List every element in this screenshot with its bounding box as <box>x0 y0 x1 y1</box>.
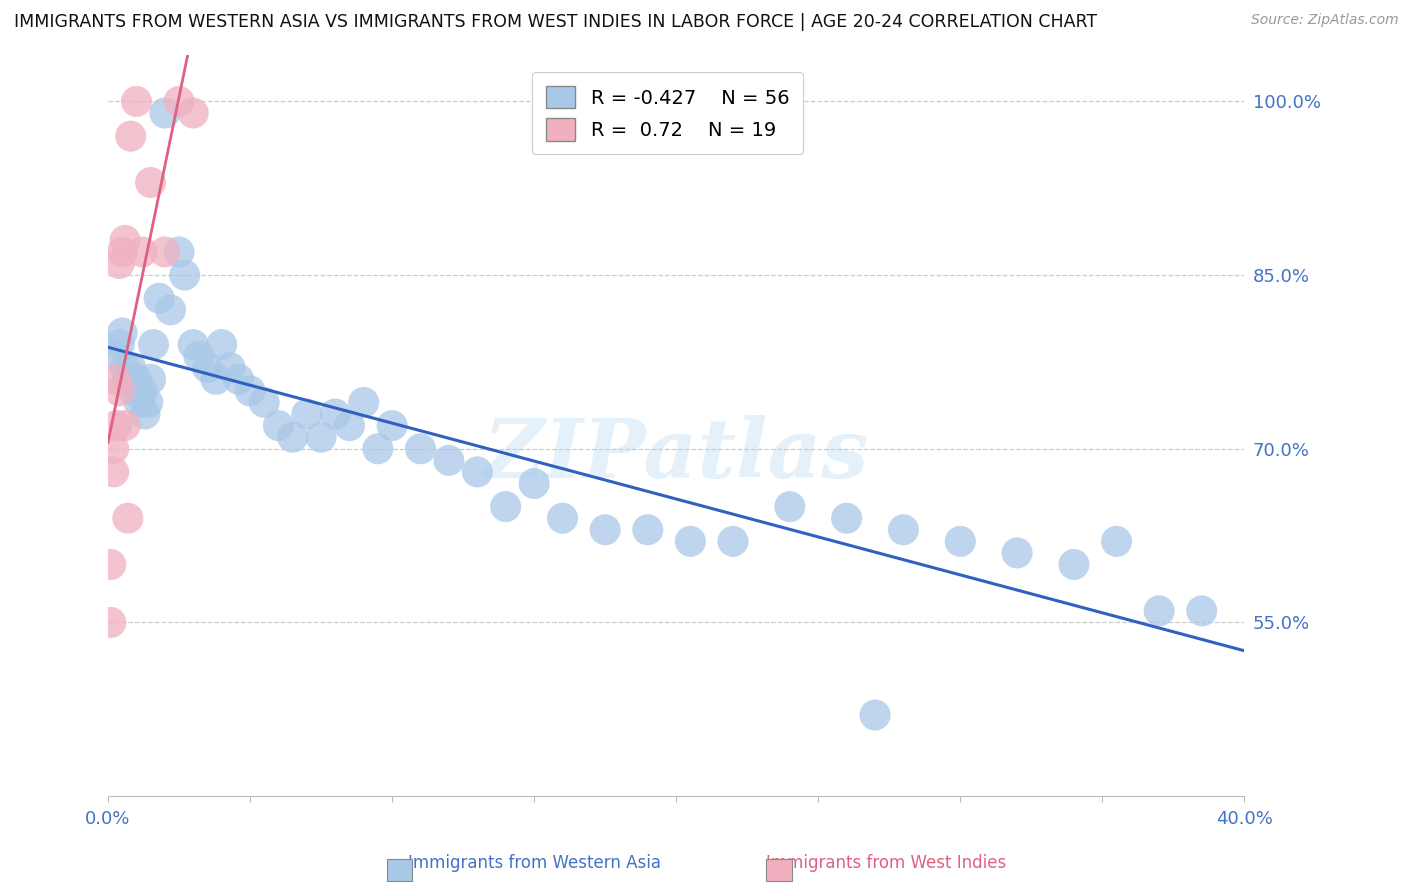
Point <box>197 360 219 375</box>
Point <box>153 244 176 259</box>
Point <box>323 407 346 421</box>
Point <box>114 360 136 375</box>
Point <box>593 523 616 537</box>
Point <box>103 465 125 479</box>
Point <box>465 465 488 479</box>
Point <box>893 523 915 537</box>
Point <box>131 384 153 398</box>
Point <box>128 395 150 409</box>
Text: ZIPatlas: ZIPatlas <box>484 416 869 495</box>
Point <box>1191 604 1213 618</box>
Point <box>211 337 233 351</box>
Point <box>679 534 702 549</box>
Point <box>295 407 318 421</box>
Point <box>253 395 276 409</box>
Point <box>122 384 145 398</box>
Point <box>125 372 148 386</box>
Text: Source: ZipAtlas.com: Source: ZipAtlas.com <box>1251 13 1399 28</box>
Point <box>187 349 209 363</box>
Point <box>100 558 122 572</box>
Point <box>114 418 136 433</box>
Point <box>125 95 148 109</box>
Point <box>495 500 517 514</box>
Point <box>551 511 574 525</box>
Point <box>779 500 801 514</box>
Point <box>105 349 128 363</box>
Point <box>153 106 176 120</box>
Point <box>167 244 190 259</box>
Point <box>117 511 139 525</box>
Point <box>381 418 404 433</box>
Point <box>949 534 972 549</box>
Point <box>131 244 153 259</box>
Point <box>523 476 546 491</box>
Point <box>721 534 744 549</box>
Point <box>181 337 204 351</box>
Point <box>409 442 432 456</box>
Point <box>367 442 389 456</box>
Point <box>159 302 181 317</box>
Point <box>281 430 304 444</box>
Point <box>228 372 250 386</box>
Point <box>219 360 242 375</box>
Point <box>1063 558 1085 572</box>
Legend: R = -0.427    N = 56, R =  0.72    N = 19: R = -0.427 N = 56, R = 0.72 N = 19 <box>533 72 803 154</box>
Point <box>114 233 136 247</box>
Point <box>136 395 159 409</box>
Point <box>100 615 122 630</box>
Point <box>117 372 139 386</box>
Point <box>437 453 460 467</box>
Point <box>108 337 131 351</box>
Point <box>267 418 290 433</box>
Point <box>309 430 332 444</box>
Point <box>148 291 170 305</box>
Point <box>111 244 134 259</box>
Point <box>139 176 162 190</box>
Point <box>339 418 361 433</box>
Point <box>105 418 128 433</box>
Point <box>181 106 204 120</box>
Point <box>105 372 128 386</box>
Point <box>120 129 142 144</box>
Point <box>108 384 131 398</box>
Point <box>139 372 162 386</box>
Point <box>353 395 375 409</box>
Text: IMMIGRANTS FROM WESTERN ASIA VS IMMIGRANTS FROM WEST INDIES IN LABOR FORCE | AGE: IMMIGRANTS FROM WESTERN ASIA VS IMMIGRAN… <box>14 13 1097 31</box>
Point <box>835 511 858 525</box>
Point <box>1005 546 1028 560</box>
Point <box>134 407 156 421</box>
Point <box>1105 534 1128 549</box>
Point <box>239 384 262 398</box>
Point <box>205 372 228 386</box>
Point <box>142 337 165 351</box>
Point <box>863 708 886 723</box>
Text: Immigrants from West Indies: Immigrants from West Indies <box>766 855 1005 872</box>
Point <box>167 95 190 109</box>
Text: Immigrants from Western Asia: Immigrants from Western Asia <box>408 855 661 872</box>
Point <box>108 256 131 270</box>
Point <box>120 360 142 375</box>
Point <box>173 268 195 282</box>
Point <box>111 326 134 340</box>
Point <box>637 523 659 537</box>
Point <box>103 442 125 456</box>
Point <box>1147 604 1170 618</box>
